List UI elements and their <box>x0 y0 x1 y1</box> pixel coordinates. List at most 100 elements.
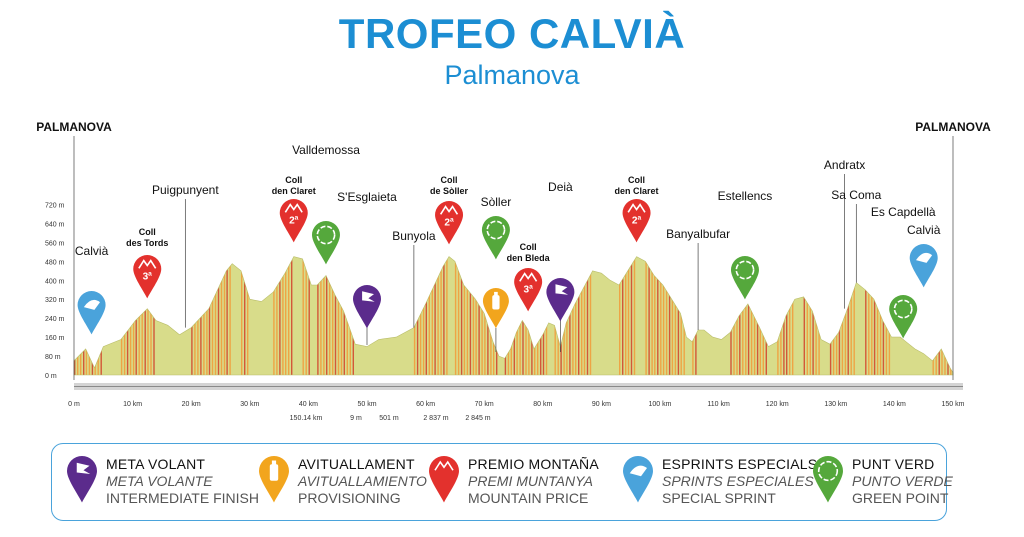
legend-label-1: PUNT VERD <box>852 456 935 472</box>
location-label: Calvià <box>907 223 941 237</box>
legend-label-1: AVITUALLAMENT <box>298 456 415 472</box>
chart-subtitle: Palmanova <box>444 60 580 90</box>
punt-verd-marker <box>481 216 510 260</box>
y-tick-label: 480 m <box>45 259 65 266</box>
slope-stripe <box>305 256 307 375</box>
slope-stripe <box>346 256 348 375</box>
slope-stripe <box>273 256 275 375</box>
flag-glyph <box>76 462 91 480</box>
slope-stripe <box>203 256 205 375</box>
slope-stripe <box>762 256 764 375</box>
esprints-especials-icon <box>623 456 653 503</box>
slope-stripe <box>220 256 223 375</box>
slope-stripe <box>662 256 665 375</box>
x-tick-label: 0 m <box>68 401 80 408</box>
legend-label-1: META VOLANT <box>106 456 206 472</box>
sprint-glyph <box>629 465 647 477</box>
legend-label-2: AVITUALLAMIENTO <box>298 473 427 489</box>
slope-stripe <box>85 256 88 375</box>
slope-stripe <box>282 256 284 375</box>
slope-stripe <box>545 256 548 375</box>
location-label: Coll <box>285 175 302 185</box>
slope-stripe <box>572 256 574 375</box>
slope-stripe <box>481 256 483 375</box>
slope-stripe <box>850 256 852 375</box>
slope-stripe <box>815 256 817 375</box>
marker-pin <box>889 295 918 339</box>
slope-stripe <box>478 256 480 375</box>
meta-volant-icon <box>67 456 97 503</box>
mountain-glyph <box>439 205 459 215</box>
location-label: Sa Coma <box>831 188 881 202</box>
slope-stripe <box>97 256 99 375</box>
marker-pin <box>481 216 510 260</box>
location-label: Coll <box>139 227 156 237</box>
slope-stripe <box>630 256 633 375</box>
slope-stripe <box>141 256 143 375</box>
mountain-glyph <box>627 203 646 213</box>
elevation-outline <box>73 256 954 376</box>
slope-stripe <box>329 256 331 375</box>
slope-stripe <box>586 256 589 375</box>
x-tick-label: 150 km <box>942 401 965 408</box>
legend-label-3: PROVISIONING <box>298 490 401 506</box>
slope-stripe <box>835 256 838 375</box>
y-tick-label: 80 m <box>45 354 61 361</box>
mountain-glyph <box>284 203 303 213</box>
recycle-glyph <box>316 225 336 245</box>
location-label: Bunyola <box>392 229 436 243</box>
marker-pin <box>909 244 938 288</box>
slope-stripe <box>200 256 202 375</box>
slope-stripe <box>320 256 322 375</box>
legend-label-2: PREMI MUNTANYA <box>468 473 593 489</box>
slope-stripe <box>730 256 732 375</box>
premio-montana-marker: 3ª <box>514 268 543 312</box>
slope-stripe <box>349 256 351 375</box>
category-label: 2ª <box>289 216 299 227</box>
x-tick-label: 130 km <box>824 401 847 408</box>
slope-stripe <box>695 256 697 375</box>
category-label: 3ª <box>523 285 533 296</box>
slope-stripe <box>123 256 126 375</box>
location-label: den Bleda <box>507 253 551 263</box>
slope-stripe <box>323 256 325 375</box>
location-label: S'Esglaieta <box>337 190 397 204</box>
marker-pin <box>429 456 459 503</box>
legend-label-3: SPECIAL SPRINT <box>662 490 776 506</box>
legend-label-2: META VOLANTE <box>106 473 213 489</box>
slope-stripe <box>668 256 671 375</box>
slope-stripe <box>876 256 879 375</box>
slope-stripe <box>440 256 442 375</box>
location-label: Deià <box>548 180 573 194</box>
slope-stripe <box>326 256 328 375</box>
location-label: Calvià <box>75 244 109 258</box>
category-label: 2ª <box>632 216 642 227</box>
location-label: Andratx <box>824 158 865 172</box>
slope-stripe <box>132 256 135 375</box>
slope-stripe <box>416 256 419 375</box>
slope-stripe <box>475 256 477 375</box>
slope-stripe <box>657 256 659 375</box>
slope-stripe <box>665 256 668 375</box>
location-label: den Claret <box>272 186 316 196</box>
slope-stripe <box>542 256 545 375</box>
bottle-glyph <box>492 295 500 310</box>
slope-stripe <box>838 256 841 375</box>
x-tick-label: 50 km <box>357 401 376 408</box>
slope-stripe <box>214 256 217 375</box>
slope-stripe <box>343 256 345 375</box>
slope-stripe <box>950 256 952 375</box>
slope-stripe <box>832 256 835 375</box>
slope-stripe <box>789 256 791 375</box>
slope-stripe <box>841 256 844 375</box>
sprint-glyph <box>83 299 100 310</box>
stat-value: 2 837 m <box>423 415 448 422</box>
x-tick-label: 70 km <box>475 401 494 408</box>
premio-montana-marker: 2ª <box>622 199 651 243</box>
slope-stripe <box>472 256 475 375</box>
slope-stripe <box>279 256 281 375</box>
slope-stripe <box>809 256 811 375</box>
x-tick-label: 90 km <box>592 401 611 408</box>
marker-pin <box>623 456 653 503</box>
slope-stripe <box>812 256 814 375</box>
